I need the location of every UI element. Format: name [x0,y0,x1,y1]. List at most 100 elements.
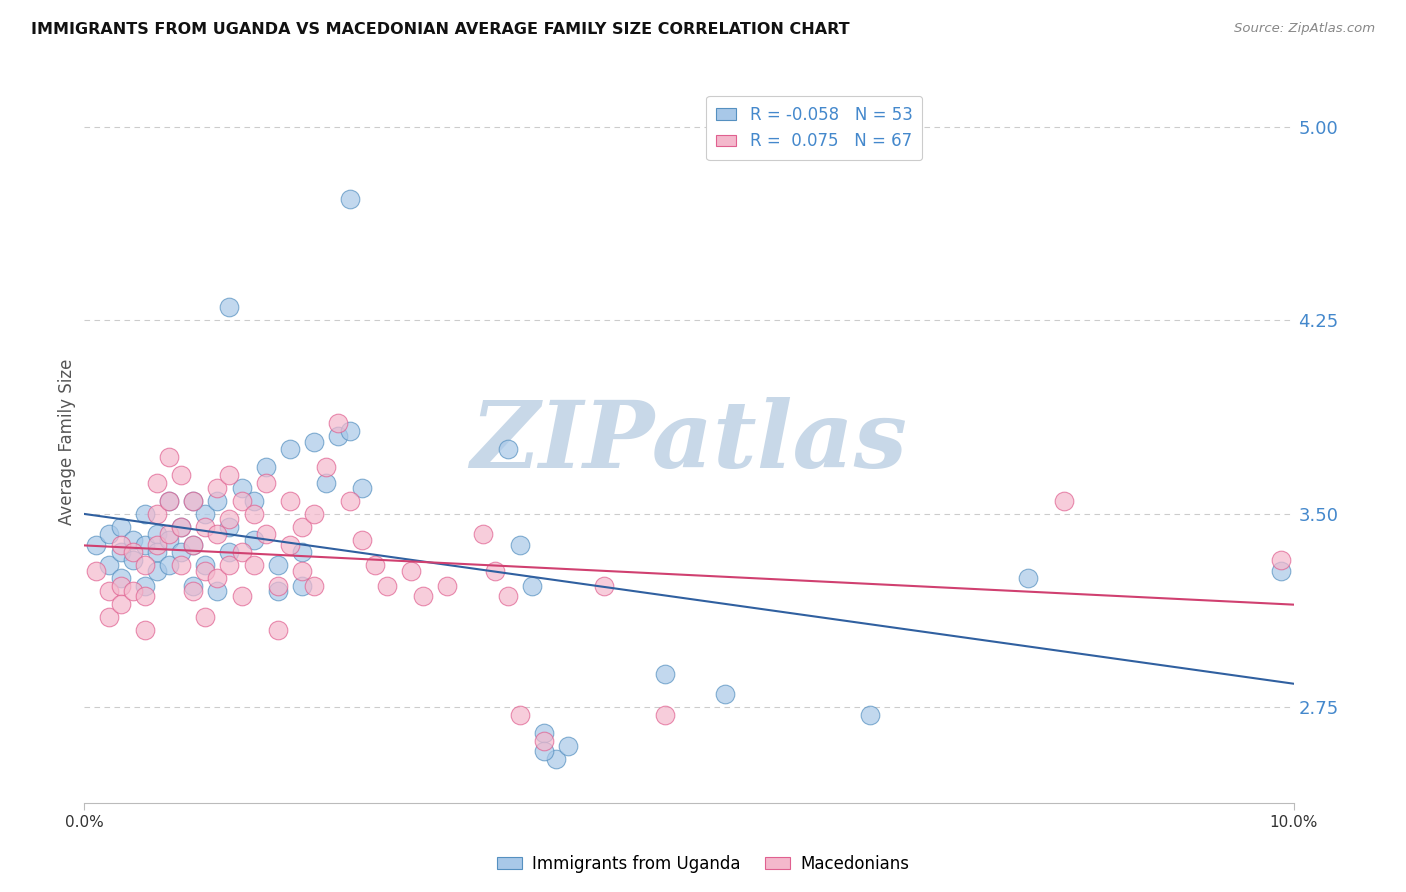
Legend: Immigrants from Uganda, Macedonians: Immigrants from Uganda, Macedonians [491,848,915,880]
Point [207,494,229,508]
Point [533,726,555,740]
Point [218,301,240,315]
Point [170,545,193,559]
Point [339,494,361,508]
Point [242,494,264,508]
Text: ZIPatlas: ZIPatlas [471,397,907,486]
Point [207,571,229,585]
Point [399,564,422,578]
Point [218,558,240,573]
Point [375,579,398,593]
Point [278,494,301,508]
Point [509,708,531,723]
Point [654,708,676,723]
Point [254,527,277,541]
Point [157,494,180,508]
Point [86,538,108,552]
Y-axis label: Average Family Size: Average Family Size [58,359,76,524]
Point [231,545,253,559]
Point [352,481,374,495]
Point [218,519,240,533]
Point [207,481,229,495]
Point [170,558,193,573]
Point [181,538,204,552]
Point [267,579,290,593]
Point [291,564,314,578]
Point [146,538,169,552]
Point [544,752,567,766]
Point [363,558,385,573]
Point [496,442,519,457]
Point [146,507,169,521]
Point [157,533,180,547]
Point [194,507,217,521]
Point [291,579,314,593]
Point [157,558,180,573]
Point [302,507,325,521]
Point [110,571,132,585]
Point [110,519,132,533]
Point [291,519,314,533]
Point [194,564,217,578]
Point [412,590,434,604]
Point [194,519,217,533]
Point [146,564,169,578]
Point [231,494,253,508]
Point [267,584,290,599]
Text: Source: ZipAtlas.com: Source: ZipAtlas.com [1234,22,1375,36]
Point [170,468,193,483]
Point [1053,494,1076,508]
Point [170,519,193,533]
Point [110,579,132,593]
Point [242,558,264,573]
Point [181,579,204,593]
Point [97,584,120,599]
Point [157,494,180,508]
Point [267,623,290,637]
Point [509,538,531,552]
Point [859,708,882,723]
Point [146,545,169,559]
Point [231,590,253,604]
Point [157,527,180,541]
Point [110,538,132,552]
Point [86,564,108,578]
Point [218,512,240,526]
Point [170,519,193,533]
Point [97,558,120,573]
Point [242,507,264,521]
Point [121,553,143,567]
Point [207,527,229,541]
Point [134,538,156,552]
Point [181,538,204,552]
Point [352,533,374,547]
Point [254,475,277,490]
Point [496,590,519,604]
Point [146,475,169,490]
Point [1270,553,1292,567]
Point [97,527,120,541]
Point [339,192,361,206]
Point [557,739,579,753]
Point [328,417,350,431]
Point [242,533,264,547]
Point [278,538,301,552]
Point [328,429,350,443]
Point [134,558,156,573]
Point [1270,564,1292,578]
Point [181,584,204,599]
Point [110,545,132,559]
Point [207,584,229,599]
Point [194,610,217,624]
Point [484,564,506,578]
Point [1017,571,1039,585]
Point [134,579,156,593]
Point [520,579,543,593]
Point [97,610,120,624]
Point [533,744,555,758]
Point [218,468,240,483]
Point [121,545,143,559]
Point [436,579,458,593]
Point [533,734,555,748]
Point [714,687,737,701]
